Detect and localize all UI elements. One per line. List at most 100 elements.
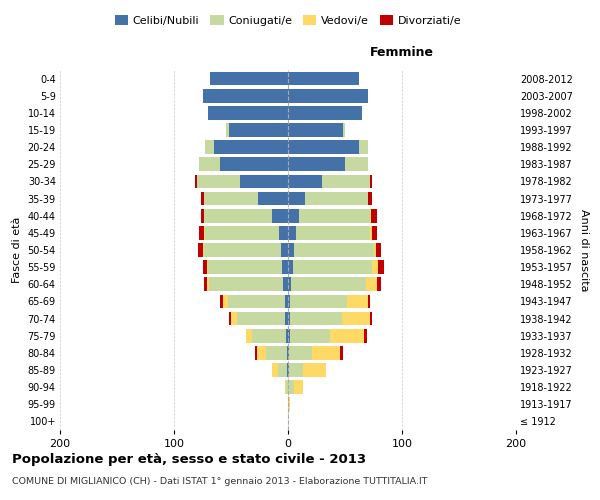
Bar bbox=[288, 123, 343, 137]
Bar bbox=[202, 209, 203, 222]
Bar bbox=[288, 398, 289, 411]
Bar bbox=[203, 226, 205, 239]
Bar bbox=[370, 209, 371, 222]
Bar bbox=[368, 294, 370, 308]
Bar bbox=[207, 260, 208, 274]
Bar bbox=[290, 329, 330, 342]
Bar bbox=[227, 294, 284, 308]
Bar bbox=[288, 380, 294, 394]
Y-axis label: Anni di nascita: Anni di nascita bbox=[578, 209, 589, 291]
Bar bbox=[199, 158, 220, 171]
Bar bbox=[288, 106, 362, 120]
Bar bbox=[203, 278, 207, 291]
Text: COMUNE DI MIGLIANICO (CH) - Dati ISTAT 1° gennaio 2013 - Elaborazione TUTTITALIA: COMUNE DI MIGLIANICO (CH) - Dati ISTAT 1… bbox=[12, 478, 427, 486]
Bar bbox=[299, 209, 370, 222]
Bar bbox=[272, 209, 288, 222]
Bar bbox=[359, 140, 368, 154]
Bar bbox=[288, 158, 345, 171]
Bar bbox=[288, 140, 359, 154]
Bar bbox=[284, 294, 288, 308]
Bar bbox=[305, 192, 368, 205]
Bar bbox=[288, 226, 296, 239]
Bar bbox=[236, 312, 284, 326]
Bar bbox=[376, 243, 382, 257]
Bar bbox=[279, 226, 288, 239]
Bar bbox=[203, 192, 259, 205]
Bar bbox=[223, 294, 227, 308]
Bar bbox=[365, 278, 377, 291]
Bar bbox=[288, 363, 289, 377]
Bar bbox=[203, 89, 288, 102]
Bar bbox=[214, 140, 288, 154]
Bar bbox=[194, 174, 197, 188]
Bar bbox=[378, 260, 384, 274]
Bar bbox=[208, 106, 288, 120]
Bar bbox=[203, 243, 281, 257]
Bar bbox=[290, 294, 347, 308]
Bar bbox=[373, 243, 376, 257]
Bar bbox=[296, 226, 370, 239]
Bar bbox=[341, 312, 370, 326]
Bar bbox=[288, 72, 359, 86]
Bar bbox=[284, 380, 286, 394]
Bar bbox=[368, 192, 373, 205]
Bar bbox=[289, 346, 312, 360]
Bar bbox=[288, 260, 293, 274]
Bar bbox=[288, 192, 305, 205]
Bar bbox=[345, 158, 368, 171]
Bar bbox=[211, 72, 288, 86]
Bar bbox=[203, 260, 207, 274]
Bar bbox=[198, 243, 203, 257]
Bar bbox=[293, 260, 373, 274]
Bar bbox=[272, 363, 278, 377]
Bar bbox=[231, 312, 236, 326]
Bar bbox=[288, 329, 290, 342]
Bar bbox=[340, 346, 343, 360]
Bar bbox=[373, 260, 378, 274]
Bar bbox=[288, 89, 368, 102]
Bar bbox=[290, 312, 341, 326]
Bar bbox=[286, 329, 288, 342]
Bar bbox=[251, 329, 286, 342]
Bar bbox=[294, 243, 373, 257]
Bar bbox=[288, 278, 292, 291]
Bar bbox=[278, 363, 287, 377]
Bar bbox=[289, 398, 290, 411]
Bar bbox=[197, 174, 240, 188]
Bar bbox=[370, 312, 373, 326]
Bar bbox=[266, 346, 287, 360]
Bar bbox=[371, 209, 377, 222]
Bar bbox=[347, 294, 368, 308]
Y-axis label: Fasce di età: Fasce di età bbox=[12, 217, 22, 283]
Text: Popolazione per età, sesso e stato civile - 2013: Popolazione per età, sesso e stato civil… bbox=[12, 452, 366, 466]
Bar bbox=[373, 226, 377, 239]
Bar bbox=[343, 123, 345, 137]
Bar bbox=[287, 346, 288, 360]
Bar bbox=[283, 278, 288, 291]
Bar bbox=[377, 278, 382, 291]
Bar bbox=[283, 260, 288, 274]
Bar bbox=[292, 278, 365, 291]
Bar bbox=[288, 209, 299, 222]
Bar bbox=[203, 209, 272, 222]
Bar bbox=[284, 312, 288, 326]
Bar bbox=[294, 380, 303, 394]
Bar bbox=[246, 329, 251, 342]
Legend: Celibi/Nubili, Coniugati/e, Vedovi/e, Divorziati/e: Celibi/Nubili, Coniugati/e, Vedovi/e, Di… bbox=[112, 13, 464, 28]
Bar bbox=[207, 278, 209, 291]
Bar bbox=[330, 329, 364, 342]
Text: Femmine: Femmine bbox=[370, 46, 434, 59]
Bar bbox=[364, 329, 367, 342]
Bar bbox=[205, 140, 214, 154]
Bar bbox=[208, 260, 283, 274]
Bar bbox=[370, 226, 373, 239]
Bar bbox=[220, 294, 223, 308]
Bar bbox=[289, 363, 303, 377]
Bar bbox=[229, 123, 288, 137]
Bar bbox=[255, 346, 257, 360]
Bar bbox=[322, 174, 370, 188]
Bar bbox=[220, 158, 288, 171]
Bar bbox=[288, 312, 290, 326]
Bar bbox=[257, 346, 266, 360]
Bar bbox=[226, 123, 229, 137]
